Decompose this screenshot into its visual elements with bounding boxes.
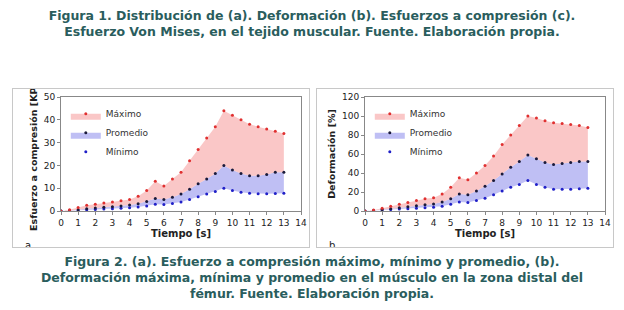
svg-text:Esfuerzo a compresión [KPa]: Esfuerzo a compresión [KPa] [28, 89, 39, 231]
svg-text:a.: a. [25, 240, 34, 247]
svg-text:Mínimo: Mínimo [106, 147, 139, 157]
svg-text:5: 5 [144, 218, 150, 228]
svg-text:3: 3 [414, 218, 420, 228]
svg-text:4: 4 [431, 218, 437, 228]
svg-text:8: 8 [499, 218, 505, 228]
svg-text:7: 7 [482, 218, 488, 228]
svg-text:0: 0 [362, 218, 368, 228]
svg-text:1: 1 [75, 218, 81, 228]
svg-text:8: 8 [195, 218, 201, 228]
svg-text:120: 120 [342, 92, 359, 102]
svg-text:Promedio: Promedio [410, 128, 453, 138]
svg-text:30: 30 [44, 138, 56, 148]
svg-text:20: 20 [348, 187, 360, 197]
svg-text:2: 2 [396, 218, 402, 228]
svg-text:9: 9 [516, 218, 522, 228]
html-text:fémur. Fuente. Elaboración pro: fémur. Fuente. Elaboración propia. [189, 286, 435, 301]
svg-text:12: 12 [261, 218, 272, 228]
svg-text:Tiempo [s]: Tiempo [s] [455, 228, 515, 239]
html-text:Deformación máxima, mínima y p: Deformación máxima, mínima y promedio en… [40, 270, 583, 285]
svg-text:13: 13 [582, 218, 593, 228]
svg-text:9: 9 [212, 218, 218, 228]
svg-text:12: 12 [565, 218, 576, 228]
html-text:Figura 1. Distribución de (a).: Figura 1. Distribución de (a). Deformaci… [48, 8, 576, 23]
html-text:Esfuerzo Von Mises, en el teji: Esfuerzo Von Mises, en el tejido muscula… [64, 24, 560, 39]
svg-text:13: 13 [278, 218, 289, 228]
svg-text:5: 5 [448, 218, 454, 228]
svg-text:0: 0 [58, 218, 64, 228]
svg-text:4: 4 [127, 218, 133, 228]
svg-text:100: 100 [342, 111, 359, 121]
svg-text:7: 7 [178, 218, 184, 228]
svg-text:3: 3 [110, 218, 116, 228]
svg-text:Mínimo: Mínimo [410, 147, 443, 157]
svg-text:1: 1 [379, 218, 385, 228]
html-text:Figura 2. (a). Esfuerzo a comp: Figura 2. (a). Esfuerzo a compresión máx… [64, 254, 560, 269]
svg-text:40: 40 [44, 115, 56, 125]
svg-text:11: 11 [548, 218, 559, 228]
svg-text:2: 2 [92, 218, 98, 228]
svg-text:b.: b. [329, 240, 339, 247]
svg-text:80: 80 [348, 130, 360, 140]
svg-text:10: 10 [44, 183, 56, 193]
svg-text:14: 14 [599, 218, 611, 228]
svg-text:Máximo: Máximo [410, 109, 446, 119]
svg-text:11: 11 [244, 218, 255, 228]
svg-text:0: 0 [353, 206, 359, 216]
svg-text:Deformación [%]: Deformación [%] [326, 109, 337, 199]
svg-text:20: 20 [44, 161, 56, 171]
svg-text:10: 10 [531, 218, 543, 228]
svg-text:0: 0 [49, 206, 55, 216]
svg-text:10: 10 [227, 218, 239, 228]
svg-text:Tiempo [s]: Tiempo [s] [151, 228, 211, 239]
svg-text:Promedio: Promedio [106, 128, 149, 138]
svg-text:14: 14 [295, 218, 307, 228]
svg-text:40: 40 [348, 168, 360, 178]
svg-text:Máximo: Máximo [106, 109, 142, 119]
svg-text:6: 6 [465, 218, 471, 228]
svg-text:60: 60 [348, 149, 360, 159]
svg-text:50: 50 [44, 92, 56, 102]
svg-text:6: 6 [161, 218, 167, 228]
